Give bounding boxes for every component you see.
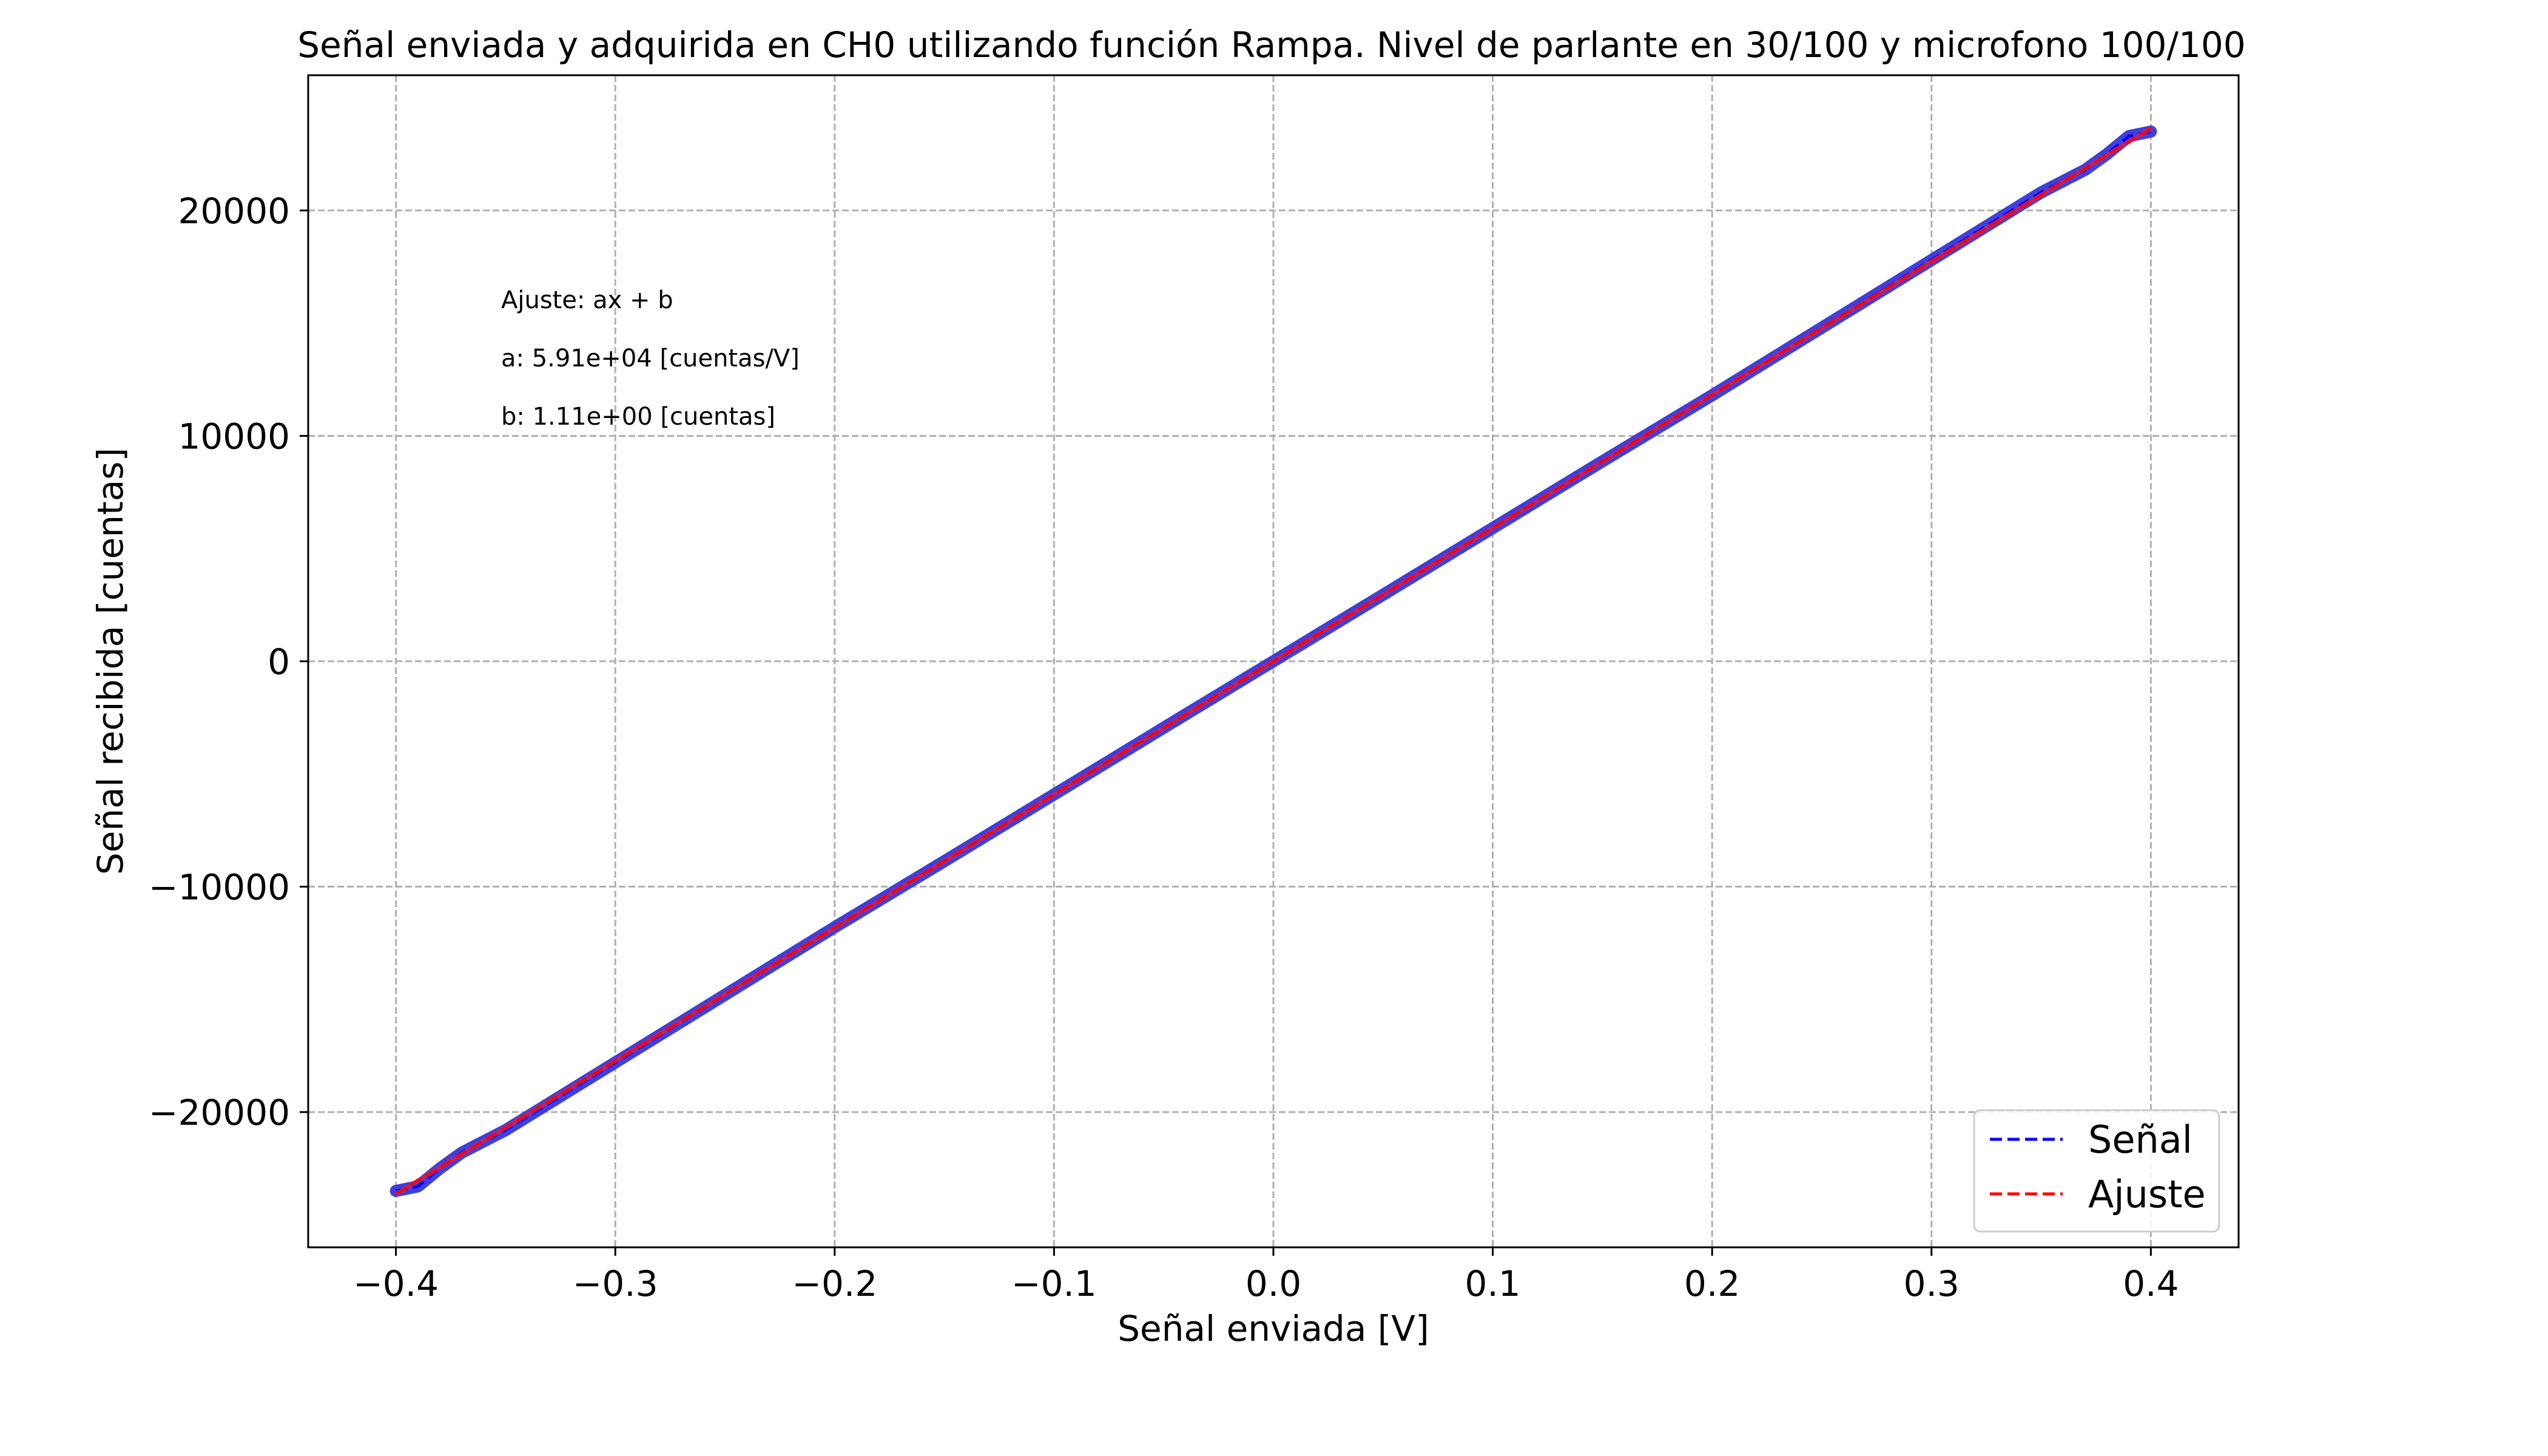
annotation-fit-a: a: 5.91e+04 [cuentas/V] xyxy=(501,345,800,372)
y-tick-label: −10000 xyxy=(149,867,290,908)
annotation-fit-b: b: 1.11e+00 [cuentas] xyxy=(501,403,775,431)
y-tick-label: −20000 xyxy=(149,1092,290,1133)
x-tick-label: 0.3 xyxy=(1904,1263,1960,1304)
annotation-fit-formula: Ajuste: ax + b xyxy=(501,286,673,314)
y-axis-label: Señal recibida [cuentas] xyxy=(90,448,131,875)
x-axis: −0.4 −0.3 −0.2 −0.1 0.0 0.1 0.2 0.3 0.4 xyxy=(353,1247,2179,1304)
x-axis-label: Señal enviada [V] xyxy=(1117,1308,1429,1349)
y-tick-label: 10000 xyxy=(178,416,290,457)
x-tick-label: −0.3 xyxy=(573,1263,658,1304)
x-tick-label: 0.0 xyxy=(1245,1263,1301,1304)
x-tick-label: −0.2 xyxy=(792,1263,877,1304)
legend: Señal Ajuste xyxy=(1973,1109,2220,1233)
legend-label-senal: Señal xyxy=(2088,1117,2192,1162)
y-tick-label: 0 xyxy=(268,641,290,682)
legend-label-ajuste: Ajuste xyxy=(2088,1172,2206,1216)
y-tick-label: 20000 xyxy=(178,190,290,232)
x-tick-label: −0.4 xyxy=(353,1263,439,1304)
series-group xyxy=(389,125,2157,1198)
y-axis: −20000 −10000 0 10000 20000 xyxy=(149,190,308,1133)
x-tick-label: 0.2 xyxy=(1684,1263,1740,1304)
annotation-block: Ajuste: ax + b a: 5.91e+04 [cuentas/V] b… xyxy=(501,286,800,431)
x-tick-label: 0.4 xyxy=(2123,1263,2179,1304)
series-line-ajuste-dash xyxy=(395,127,2152,1196)
chart-title: Señal enviada y adquirida en CH0 utiliza… xyxy=(297,24,2245,66)
x-tick-label: 0.1 xyxy=(1464,1263,1520,1304)
x-tick-label: −0.1 xyxy=(1011,1263,1097,1304)
